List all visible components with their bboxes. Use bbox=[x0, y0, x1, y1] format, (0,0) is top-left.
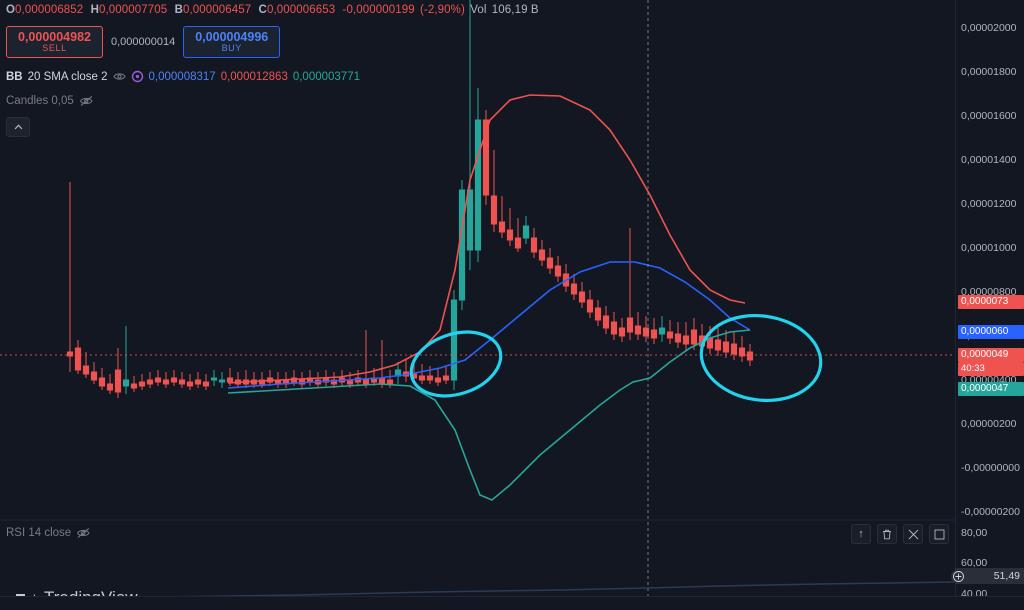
bb-indicator-legend[interactable]: BB 20 SMA close 2 0,000008317 0,00001286… bbox=[6, 70, 360, 83]
volume-label: Vol bbox=[470, 4, 487, 16]
change-absolute: -0,000000199 bbox=[342, 4, 415, 16]
ask-price-tag: 0,0000073 bbox=[958, 295, 1024, 309]
rsi-indicator-legend[interactable]: RSI 14 close bbox=[6, 527, 91, 539]
series-bb-basis bbox=[227, 261, 751, 389]
buy-price: 0,000004996 bbox=[195, 29, 269, 44]
trade-panel: 0,000004982 SELL 0,000000014 0,000004996… bbox=[6, 26, 281, 58]
move-up-icon[interactable]: ↑ bbox=[851, 524, 871, 544]
price-axis[interactable]: 0,00002000 0,00001800 0,00001600 0,00001… bbox=[955, 0, 1024, 610]
price-axis-label: 0,00001000 bbox=[961, 242, 1017, 254]
price-axis-label: 0,00001800 bbox=[961, 66, 1017, 78]
candles-indicator-legend[interactable]: Candles 0,05 bbox=[6, 95, 94, 107]
ohlc-low-label: B bbox=[174, 4, 183, 16]
bb-value-upper: 0,000012863 bbox=[220, 70, 288, 83]
chart-canvas[interactable] bbox=[0, 0, 955, 610]
ohlc-close: C0,000006653 bbox=[259, 4, 338, 16]
price-axis-label: 0,00000200 bbox=[961, 418, 1017, 430]
hide-icon[interactable] bbox=[903, 524, 923, 544]
annotation-right-circle bbox=[699, 313, 823, 403]
ohlc-open: O0,000006852 bbox=[6, 4, 85, 16]
maximize-icon[interactable] bbox=[929, 524, 949, 544]
eye-icon[interactable] bbox=[112, 71, 126, 82]
price-axis-label: 0,00001200 bbox=[961, 198, 1017, 210]
ohlc-close-label: C bbox=[258, 4, 267, 16]
volume-value: 106,19 B bbox=[491, 4, 539, 16]
rsi-axis-label: 60,00 bbox=[961, 557, 988, 569]
bb-value-lower: 0,000003771 bbox=[292, 70, 360, 83]
bb-value-basis: 0,000008317 bbox=[148, 70, 216, 83]
ohlc-high-label: H bbox=[90, 4, 100, 16]
price-axis-label: 0,00001400 bbox=[961, 154, 1017, 166]
buy-price-tag: 0,0000047 bbox=[958, 382, 1024, 396]
candles-label: Candles 0,05 bbox=[6, 95, 74, 107]
bid-price-tag: 0,0000060 bbox=[958, 325, 1024, 339]
price-axis-label: -0,00000200 bbox=[961, 506, 1020, 518]
ohlc-close-value: 0,000006653 bbox=[266, 4, 336, 16]
buy-label: BUY bbox=[221, 42, 242, 53]
chart-svg bbox=[0, 0, 955, 610]
time-axis[interactable] bbox=[0, 596, 1024, 610]
settings-circle-icon[interactable] bbox=[131, 70, 144, 83]
bb-name: BB bbox=[6, 71, 23, 83]
price-axis-label: 0,00001600 bbox=[961, 110, 1017, 122]
price-axis-label: 0,00002000 bbox=[961, 22, 1017, 34]
price-axis-label: -0,00000000 bbox=[961, 462, 1020, 474]
ohlc-open-value: 0,000006852 bbox=[15, 4, 84, 16]
countdown-tag: 40:33 bbox=[958, 362, 1024, 376]
eye-slash-icon[interactable] bbox=[79, 95, 94, 107]
trash-icon[interactable] bbox=[877, 524, 897, 544]
rsi-value-badge: 51,49 bbox=[955, 568, 1024, 584]
ohlc-high: H0,000007705 bbox=[91, 4, 170, 16]
ohlc-open-label: O bbox=[6, 4, 16, 16]
ohlc-legend[interactable]: O0,000006852 H0,000007705 B0,000006457 C… bbox=[6, 4, 541, 16]
sell-price: 0,000004982 bbox=[18, 29, 91, 44]
annotation-left-circle bbox=[409, 330, 503, 398]
last-price-tag: 0,0000049 bbox=[958, 348, 1024, 362]
buy-button[interactable]: 0,000004996 BUY bbox=[183, 26, 281, 58]
pane-toolbar: ↑ bbox=[851, 524, 949, 544]
rsi-label: RSI 14 close bbox=[6, 527, 72, 539]
collapse-pane-button[interactable] bbox=[6, 117, 30, 137]
sell-button[interactable]: 0,000004982 SELL bbox=[6, 26, 103, 58]
ohlc-high-value: 0,000007705 bbox=[99, 4, 168, 16]
series-bb-upper bbox=[227, 94, 746, 384]
crosshair-add-icon[interactable] bbox=[951, 569, 966, 584]
ohlc-low: B0,000006457 bbox=[175, 4, 254, 16]
sell-label: SELL bbox=[42, 42, 67, 53]
bb-name-text: BB bbox=[6, 70, 23, 83]
eye-slash-icon[interactable] bbox=[76, 527, 91, 539]
bb-params: 20 SMA close 2 bbox=[27, 70, 108, 83]
change-percent: (-2,90%) bbox=[420, 4, 465, 16]
ohlc-low-value: 0,000006457 bbox=[182, 4, 252, 16]
spread-value: 0,000000014 bbox=[111, 36, 176, 48]
rsi-axis-label: 80,00 bbox=[961, 527, 988, 539]
